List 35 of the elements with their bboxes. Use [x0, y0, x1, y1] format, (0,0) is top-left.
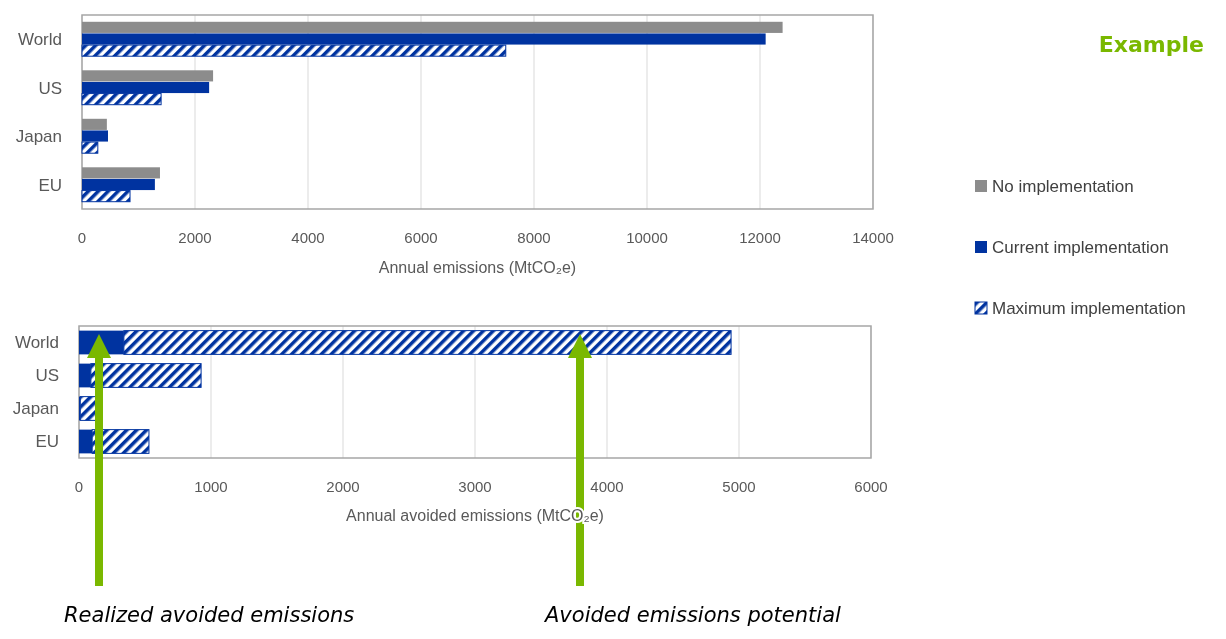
- y-tick-label: World: [14, 333, 59, 353]
- x-tick-label: 0: [77, 229, 87, 246]
- bar: [82, 118, 107, 130]
- legend-label: No implementation: [992, 176, 1134, 196]
- x-tick-label: 2000: [178, 229, 212, 246]
- x-tick-label: 8000: [517, 229, 551, 246]
- x-tick-label: 4000: [291, 229, 325, 246]
- x-tick-label: 14000: [852, 229, 894, 246]
- x-tick-label: 4000: [590, 478, 624, 495]
- y-tick-label: Japan: [15, 127, 62, 147]
- x-tick-label: 6000: [404, 229, 438, 246]
- x-tick-label: 2000: [326, 478, 360, 495]
- y-tick-label: US: [38, 78, 62, 98]
- x-axis-title: Annual emissions (MtCO₂e): [378, 259, 577, 276]
- x-tick-label: 0: [74, 478, 84, 495]
- x-tick-label: 3000: [458, 478, 492, 495]
- legend-label: Maximum implementation: [992, 298, 1186, 318]
- y-tick-label: US: [35, 366, 59, 386]
- x-tick-label: 10000: [626, 229, 668, 246]
- bar: [79, 396, 97, 421]
- bar: [82, 70, 214, 82]
- x-tick-label: 5000: [722, 478, 756, 495]
- y-tick-label: EU: [38, 175, 62, 195]
- x-tick-label: 6000: [854, 478, 888, 495]
- text: Avoided emissions potential: [543, 603, 842, 627]
- x-tick-label: 12000: [739, 229, 781, 246]
- bar: [82, 167, 160, 179]
- text: Realized avoided emissions: [64, 603, 355, 627]
- bar: [82, 21, 783, 33]
- x-tick-label: 1000: [194, 478, 228, 495]
- text: Example: [1098, 32, 1204, 57]
- y-tick-label: World: [17, 30, 62, 50]
- legend-label: Current implementation: [992, 237, 1169, 257]
- y-tick-label: Japan: [12, 399, 59, 419]
- y-tick-label: EU: [35, 432, 59, 452]
